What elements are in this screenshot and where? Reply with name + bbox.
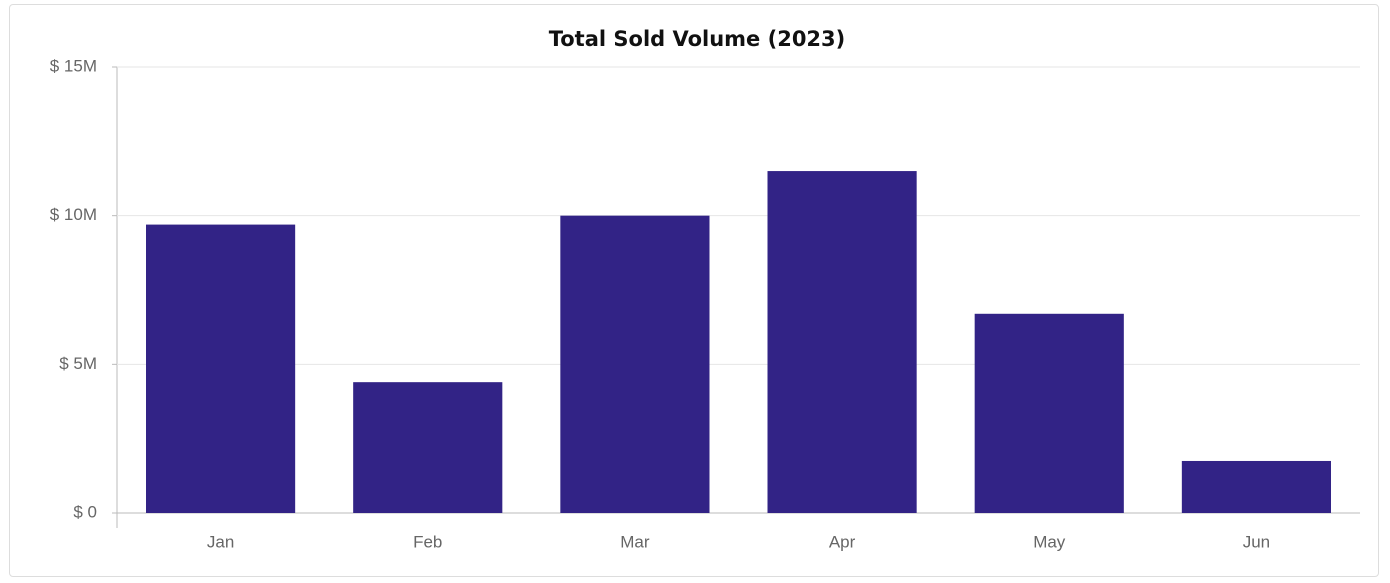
y-tick-label: $ 5M [59, 354, 97, 373]
x-tick-label: Jun [1243, 532, 1270, 551]
bar [353, 382, 503, 513]
bar [1181, 460, 1331, 513]
chart-card [9, 4, 1379, 577]
y-tick-label: $ 0 [73, 502, 97, 521]
x-tick-label: Mar [620, 532, 650, 551]
y-tick-label: $ 15M [50, 56, 97, 75]
x-tick-label: Jan [207, 532, 234, 551]
bar [974, 313, 1124, 513]
x-tick-label: May [1033, 532, 1066, 551]
x-tick-label: Feb [413, 532, 442, 551]
chart-title: Total Sold Volume (2023) [549, 27, 846, 51]
y-tick-label: $ 10M [50, 205, 97, 224]
bar [146, 224, 296, 513]
x-tick-label: Apr [829, 532, 856, 551]
bar [560, 215, 710, 513]
bar [767, 171, 917, 514]
